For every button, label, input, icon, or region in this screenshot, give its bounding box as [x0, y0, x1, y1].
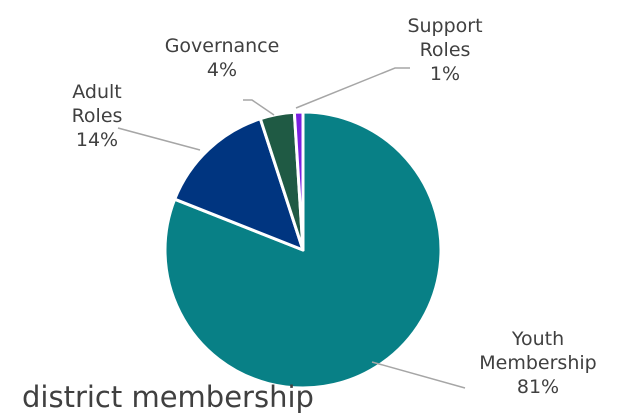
pie-slices	[163, 110, 443, 390]
leader-line-governance	[243, 99, 275, 116]
leader-lines	[117, 67, 466, 389]
slice-label-governance: Governance 4%	[165, 35, 280, 81]
slice-label-support-roles: Support Roles 1%	[407, 15, 482, 85]
slice-label-line: 1%	[430, 63, 460, 85]
leader-line-youth-membership	[371, 361, 466, 389]
slice-label-adult-roles: Adult Roles 14%	[72, 81, 123, 151]
slice-labels: Youth Membership 81%Adult Roles 14%Governanc…	[72, 15, 597, 398]
slice-label-line: 4%	[207, 59, 237, 81]
leader-line-support-roles	[295, 67, 410, 109]
slice-label-line: Roles	[420, 39, 471, 61]
slice-label-line: Membership	[479, 352, 596, 374]
slice-label-line: Roles	[72, 105, 123, 127]
slice-label-line: Support	[407, 15, 482, 37]
slice-label-line: Adult	[72, 81, 122, 103]
slice-label-line: Youth	[511, 328, 564, 350]
slice-label-youth-membership: Youth Membership 81%	[479, 328, 596, 398]
leader-line-adult-roles	[117, 127, 201, 151]
slice-label-line: Governance	[165, 35, 280, 57]
pie-slice-support-roles	[292, 110, 305, 252]
chart-title: district membership	[22, 380, 314, 414]
slice-label-line: 14%	[76, 129, 118, 151]
slice-label-line: 81%	[517, 376, 559, 398]
